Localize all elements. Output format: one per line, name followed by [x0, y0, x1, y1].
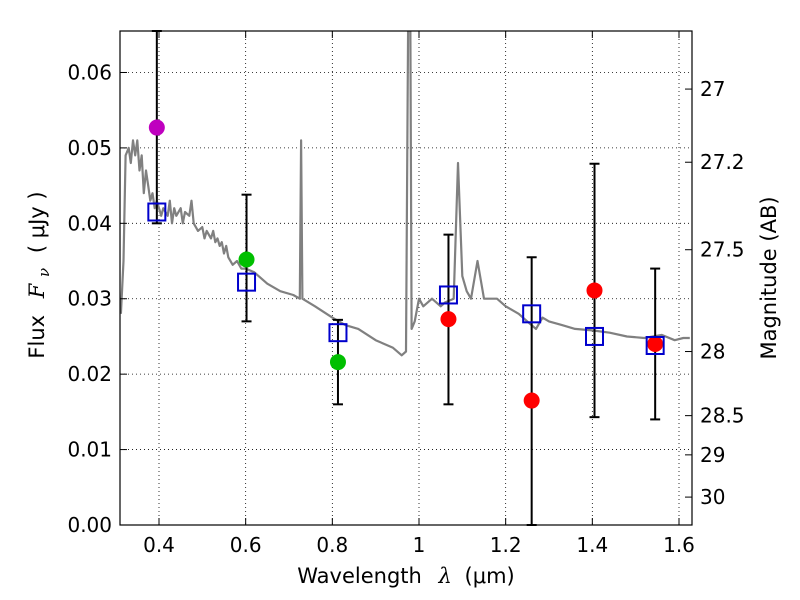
- y-tick-label: 0.00: [67, 513, 112, 537]
- x-tick-label: 1: [413, 533, 426, 557]
- y-axis-label: Flux: [25, 315, 49, 359]
- x-axis-title: Wavelength λ (μm): [297, 564, 514, 588]
- y-axis-title: Flux F ν ( μJy ): [25, 191, 54, 358]
- x-tick-label: 0.4: [143, 533, 175, 557]
- spectrum-layer: [120, 31, 690, 357]
- observed-point: [440, 311, 457, 328]
- observed-point: [148, 119, 165, 136]
- x-axis-unit: (μm): [465, 564, 515, 588]
- y2-axis-title: Magnitude (AB): [757, 196, 781, 359]
- model-spectrum-line: [120, 31, 690, 357]
- y-tick-label: 0.01: [67, 438, 112, 462]
- y2-tick-label: 27.5: [700, 238, 745, 262]
- observed-point: [523, 392, 540, 409]
- y-axis-unit: ( μJy ): [25, 191, 49, 253]
- observed-point: [647, 335, 664, 352]
- observed-point: [329, 354, 346, 371]
- x-axis-label: Wavelength: [297, 564, 422, 588]
- y2-tick-label: 27: [700, 77, 725, 101]
- y-tick-label: 0.04: [67, 211, 112, 235]
- y2-tick-label: 29: [700, 443, 725, 467]
- model-photometry-square: [585, 326, 604, 346]
- model-photometry-square: [438, 285, 458, 305]
- model-photometry-square: [237, 272, 257, 292]
- x-tick-label: 1.4: [576, 533, 608, 557]
- model-photometry-square: [328, 323, 348, 343]
- observed-point: [586, 282, 603, 299]
- x-tick-label: 1.6: [663, 533, 695, 557]
- y-axis-symbol: F: [25, 282, 49, 299]
- y2-tick-label: 30: [700, 485, 725, 509]
- x-tick-label: 0.6: [230, 533, 262, 557]
- y-tick-label: 0.03: [67, 287, 112, 311]
- data-markers: [147, 119, 665, 409]
- model-photometry-square: [147, 202, 167, 222]
- axis-ticks: 0.4 0.6 0.8 1 1.2 1.4 1.6 0.00 0.01 0.02 0.03 0.04 0…: [67, 31, 745, 557]
- x-tick-label: 0.8: [316, 533, 348, 557]
- plot-frame: [119, 30, 693, 526]
- model-photometry-square: [522, 304, 542, 324]
- model-photometry-square: [645, 336, 665, 356]
- observed-point: [238, 251, 255, 268]
- y-tick-label: 0.02: [67, 362, 112, 386]
- x-axis-symbol: λ: [438, 564, 452, 588]
- y-tick-label: 0.06: [67, 60, 112, 84]
- x-tick-label: 1.2: [490, 533, 522, 557]
- y-axis-subscript: ν: [35, 268, 53, 277]
- y2-tick-label: 28: [700, 340, 725, 364]
- y-tick-label: 0.05: [67, 136, 112, 160]
- y2-tick-label: 27.2: [700, 150, 745, 174]
- y2-tick-label: 28.5: [700, 404, 745, 428]
